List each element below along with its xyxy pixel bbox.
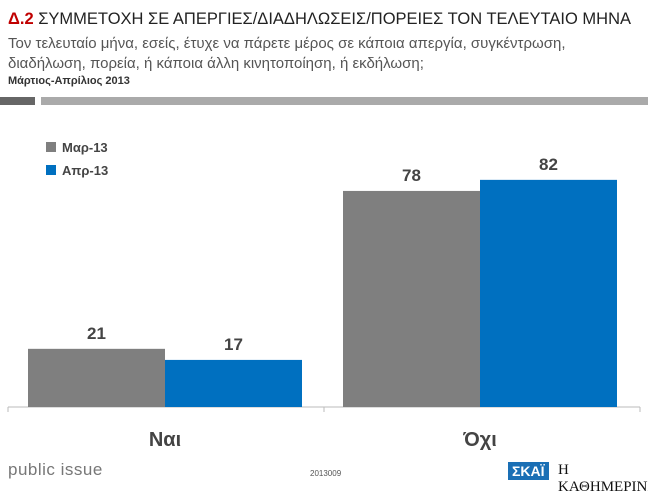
page-title: Δ.2 ΣΥΜΜΕΤΟΧΗ ΣΕ ΑΠΕΡΓΙΕΣ/ΔΙΑΔΗΛΩΣΕΙΣ/ΠΟ… [8, 10, 631, 29]
logo-skai: ΣΚΑΪ [508, 462, 549, 480]
title-number: Δ.2 [8, 10, 34, 28]
bar-Μαρ-13-Όχι [343, 190, 480, 407]
category-label: Όχι [462, 429, 497, 451]
logo-kathimerini: Η ΚΑΘΗΜΕΡΙΝΗ [558, 462, 648, 495]
data-label: 17 [224, 335, 243, 354]
divider-dark [0, 97, 35, 105]
bar-Μαρ-13-Ναι [28, 348, 165, 407]
legend-swatch [46, 165, 56, 175]
bar-Απρ-13-Όχι [480, 179, 617, 407]
legend-swatch [46, 142, 56, 152]
period-label: Μάρτιος-Απρίλιος 2013 [8, 75, 130, 87]
question-text: Τον τελευταίο μήνα, εσείς, έτυχε να πάρε… [8, 35, 566, 72]
data-label: 82 [539, 155, 558, 174]
bar-Απρ-13-Ναι [165, 359, 302, 407]
bar-chart: 21 78 Μαρ-13 17 82 Απρ-13 Ναι Όχι [7, 140, 641, 451]
category-label: Ναι [149, 429, 181, 451]
title-text: ΣΥΜΜΕΤΟΧΗ ΣΕ ΑΠΕΡΓΙΕΣ/ΔΙΑΔΗΛΩΣΕΙΣ/ΠΟΡΕΙΕ… [38, 10, 632, 28]
divider-light [41, 97, 648, 105]
legend-label: Απρ-13 [62, 163, 108, 178]
brand-public-issue: public issue [8, 460, 103, 479]
survey-code: 2013009 [310, 469, 342, 478]
legend-label: Μαρ-13 [62, 140, 108, 155]
data-label: 78 [402, 166, 421, 185]
data-label: 21 [87, 324, 106, 343]
